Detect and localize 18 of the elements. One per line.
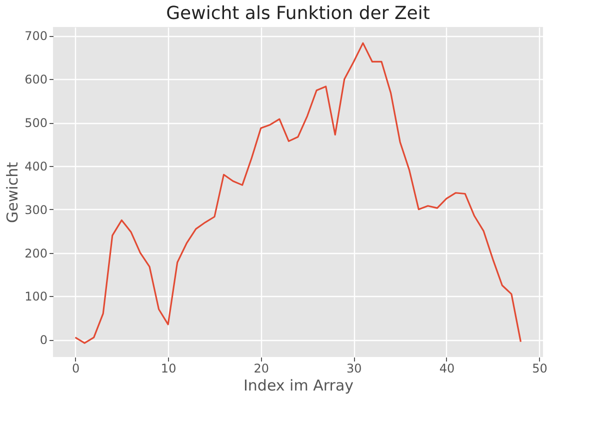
y-tick-label: 200: [24, 246, 48, 260]
x-tick-label: 0: [72, 362, 80, 376]
x-axis-title: Index im Array: [243, 376, 354, 394]
x-tick-label: 10: [160, 362, 176, 376]
line-series: [74, 42, 522, 344]
x-tick-label: 20: [254, 362, 270, 376]
y-tick-label: 100: [24, 290, 48, 304]
x-tick-label: 40: [439, 362, 455, 376]
y-tick-label: 400: [24, 159, 48, 174]
x-tick-label: 30: [346, 362, 362, 376]
y-tick-label: 700: [24, 29, 48, 44]
chart-title: Gewicht als Funktion der Zeit: [166, 3, 430, 24]
y-tick-label: 300: [24, 202, 48, 217]
x-tick-label: 50: [532, 362, 548, 376]
y-tick-label: 500: [24, 116, 48, 130]
y-axis-title: Gewicht: [4, 162, 22, 223]
y-tick-label: 600: [24, 72, 48, 87]
y-tick-label: 0: [40, 333, 48, 348]
